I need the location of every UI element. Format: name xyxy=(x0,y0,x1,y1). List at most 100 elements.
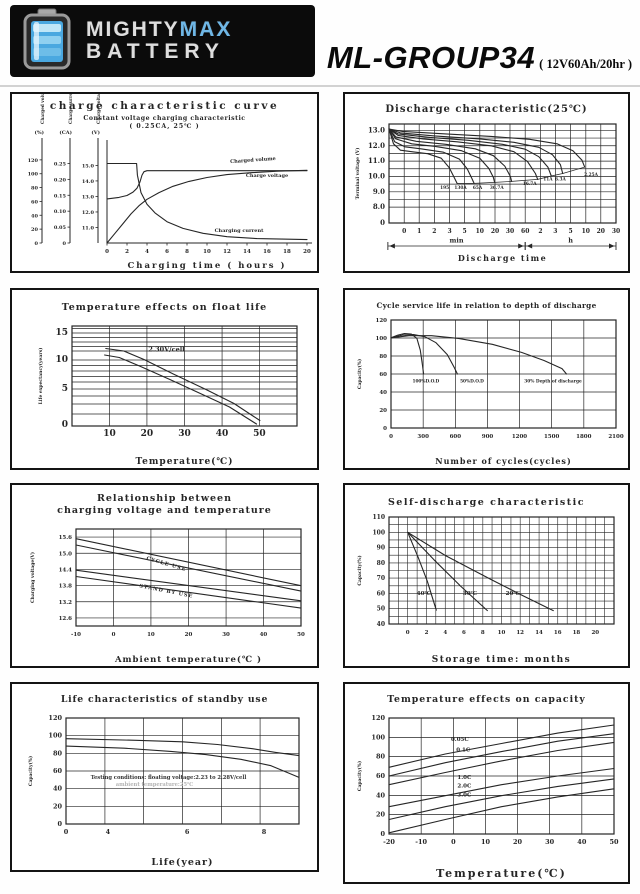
svg-text:4: 4 xyxy=(443,630,447,636)
svg-text:13.0: 13.0 xyxy=(368,125,385,134)
svg-text:2.25A: 2.25A xyxy=(584,173,598,178)
svg-text:80: 80 xyxy=(53,749,63,757)
svg-text:Capacity(%): Capacity(%) xyxy=(356,555,363,585)
svg-text:11.0: 11.0 xyxy=(368,156,385,165)
svg-text:CYCLE USE: CYCLE USE xyxy=(146,556,187,573)
svg-text:30: 30 xyxy=(545,838,555,846)
svg-text:(%): (%) xyxy=(35,129,44,136)
svg-text:Charge voltage: Charge voltage xyxy=(96,94,101,124)
chart-discharge-characteristic: Discharge characteristic(25℃) 0 1 2 3 5 10 20 30… xyxy=(343,92,630,273)
svg-text:0: 0 xyxy=(380,830,385,838)
svg-text:10: 10 xyxy=(147,632,155,638)
svg-text:30: 30 xyxy=(178,429,191,439)
svg-text:-20: -20 xyxy=(383,838,395,846)
svg-text:30: 30 xyxy=(222,632,230,638)
brand-name-line2: BATTERY xyxy=(86,40,225,63)
svg-text:100%D.O.D: 100%D.O.D xyxy=(412,380,439,385)
svg-text:10: 10 xyxy=(481,838,491,846)
svg-text:15.0: 15.0 xyxy=(82,163,95,169)
svg-text:12: 12 xyxy=(516,630,524,636)
svg-text:15.0: 15.0 xyxy=(59,551,73,557)
svg-text:min: min xyxy=(449,237,463,245)
svg-text:5: 5 xyxy=(462,228,466,235)
svg-text:0: 0 xyxy=(402,228,406,235)
svg-text:600: 600 xyxy=(450,434,462,440)
chart-charge-characteristic-curve: charge characteristic curve Constant volt… xyxy=(10,92,319,273)
svg-text:13.8: 13.8 xyxy=(59,584,73,590)
svg-text:0.25: 0.25 xyxy=(54,161,67,167)
svg-text:Charging current: Charging current xyxy=(215,228,265,234)
svg-text:14: 14 xyxy=(535,630,543,636)
svg-text:0: 0 xyxy=(63,241,67,247)
svg-text:20: 20 xyxy=(53,802,63,810)
svg-text:13.2: 13.2 xyxy=(59,600,73,606)
svg-text:2: 2 xyxy=(425,630,429,636)
svg-text:100: 100 xyxy=(48,732,62,740)
svg-text:0: 0 xyxy=(451,838,456,846)
svg-text:Testing conditions: floating v: Testing conditions: floating voltage:2.2… xyxy=(91,775,247,781)
svg-text:8: 8 xyxy=(262,828,267,836)
svg-text:ambient temperature:25℃: ambient temperature:25℃ xyxy=(116,782,193,788)
svg-text:100: 100 xyxy=(376,336,388,342)
svg-text:0.1C: 0.1C xyxy=(456,748,471,754)
svg-text:2.0C: 2.0C xyxy=(457,784,472,790)
brand-logo: MIGHTYMAX BATTERY xyxy=(10,5,315,77)
svg-text:120: 120 xyxy=(28,158,39,164)
svg-text:3: 3 xyxy=(553,228,557,235)
svg-text:40: 40 xyxy=(31,213,38,219)
svg-text:2: 2 xyxy=(538,228,542,235)
chart-self-discharge-characteristic: Self-discharge characteristic 0 2 4 6 8 10 12 14… xyxy=(343,483,630,668)
svg-text:Terminal voltage (V): Terminal voltage (V) xyxy=(354,148,361,200)
svg-text:Life characteristics of standb: Life characteristics of standby use xyxy=(61,694,268,705)
svg-text:0.15: 0.15 xyxy=(54,193,67,199)
svg-text:60: 60 xyxy=(379,372,387,378)
svg-text:60: 60 xyxy=(31,199,38,205)
svg-text:1.0C: 1.0C xyxy=(457,775,472,781)
svg-text:100: 100 xyxy=(371,733,385,741)
svg-text:15: 15 xyxy=(55,328,68,338)
svg-text:100: 100 xyxy=(372,529,385,536)
svg-text:12.6: 12.6 xyxy=(59,616,73,622)
svg-text:Temperature(℃): Temperature(℃) xyxy=(436,867,567,880)
svg-text:80: 80 xyxy=(379,354,387,360)
svg-text:Discharge characteristic(25℃): Discharge characteristic(25℃) xyxy=(385,104,587,115)
svg-text:3.0C: 3.0C xyxy=(457,792,472,798)
svg-text:40℃: 40℃ xyxy=(417,590,432,597)
svg-text:900: 900 xyxy=(482,434,494,440)
svg-text:Relationship between: Relationship between xyxy=(97,493,232,504)
svg-text:0: 0 xyxy=(389,434,393,440)
chart-temperature-effects-on-capacity: Temperature effects on capacity -20 -10 0 10… xyxy=(343,682,630,884)
svg-text:Ambient temperature(℃ ): Ambient temperature(℃ ) xyxy=(114,654,262,665)
header-divider xyxy=(0,85,640,87)
svg-text:90: 90 xyxy=(377,545,385,552)
svg-text:Storage time: months: Storage time: months xyxy=(432,655,572,665)
svg-text:70: 70 xyxy=(377,575,385,582)
chart-charging-voltage-vs-temperature: Relationship between charging voltage and… xyxy=(10,483,319,668)
svg-text:0: 0 xyxy=(380,218,385,227)
svg-text:0: 0 xyxy=(57,820,62,828)
svg-text:Capacity(%): Capacity(%) xyxy=(356,761,363,791)
svg-text:40: 40 xyxy=(376,791,386,799)
brand-name-line1: MIGHTYMAX xyxy=(86,17,233,41)
svg-text:20: 20 xyxy=(513,838,523,846)
svg-text:Charging voltage(V): Charging voltage(V) xyxy=(29,552,36,603)
svg-text:16: 16 xyxy=(263,249,271,255)
svg-text:18: 18 xyxy=(573,630,581,636)
svg-text:2.30V/cell: 2.30V/cell xyxy=(148,346,185,354)
svg-text:16.7A: 16.7A xyxy=(523,182,537,187)
svg-text:Charge current: Charge current xyxy=(68,94,73,124)
svg-text:Number of cycles(cycles): Number of cycles(cycles) xyxy=(435,456,571,466)
svg-text:60: 60 xyxy=(377,590,385,597)
svg-text:6.3A: 6.3A xyxy=(555,177,566,182)
svg-text:8: 8 xyxy=(481,630,485,636)
svg-text:8: 8 xyxy=(185,249,189,255)
svg-text:16: 16 xyxy=(554,630,562,636)
svg-text:2: 2 xyxy=(125,249,129,255)
svg-text:20℃: 20℃ xyxy=(506,590,521,597)
svg-text:30: 30 xyxy=(612,228,620,235)
svg-text:charge characteristic curve: charge characteristic curve xyxy=(50,100,279,112)
svg-text:80: 80 xyxy=(31,186,38,192)
svg-text:20: 20 xyxy=(597,228,605,235)
svg-text:5: 5 xyxy=(569,228,573,235)
